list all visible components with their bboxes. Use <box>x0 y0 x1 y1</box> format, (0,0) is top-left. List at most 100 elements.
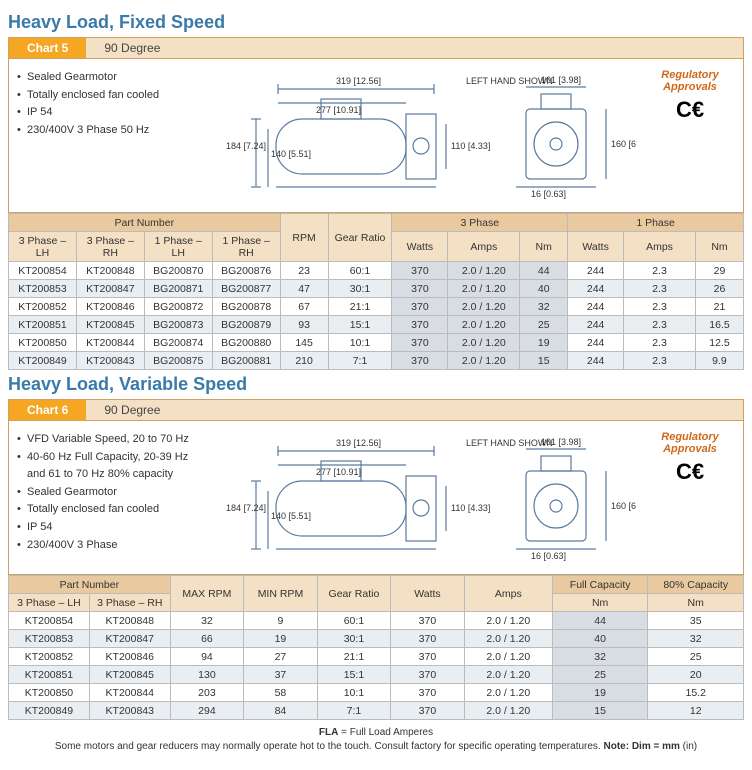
section1-title: Heavy Load, Fixed Speed <box>8 12 744 33</box>
table-cell: 9 <box>244 612 318 630</box>
svg-text:160 [6.30]: 160 [6.30] <box>611 139 636 149</box>
svg-text:319 [12.56]: 319 [12.56] <box>336 76 381 86</box>
th-gear: Gear Ratio <box>328 214 392 262</box>
table-cell: 203 <box>170 684 244 702</box>
table-cell: 21:1 <box>328 298 392 316</box>
table-cell: 244 <box>568 316 624 334</box>
table-cell: 35 <box>648 612 744 630</box>
table-cell: 32 <box>170 612 244 630</box>
th-rpm: RPM <box>280 214 328 262</box>
svg-text:16 [0.63]: 16 [0.63] <box>531 189 566 199</box>
th2-min: MIN RPM <box>244 576 318 612</box>
table-cell: 2.0 / 1.20 <box>464 684 552 702</box>
table-cell: 244 <box>568 262 624 280</box>
regulatory-approvals-1: Regulatory Approvals C€ <box>645 69 735 202</box>
table-cell: 44 <box>552 612 648 630</box>
table-cell: 7:1 <box>317 702 391 720</box>
table-cell: 2.0 / 1.20 <box>448 334 520 352</box>
table-cell: 145 <box>280 334 328 352</box>
table-cell: 370 <box>391 666 465 684</box>
table-cell: 130 <box>170 666 244 684</box>
table-cell: 2.3 <box>624 298 696 316</box>
th-3rh: 3 Phase – RH <box>76 232 144 262</box>
svg-text:101 [3.98]: 101 [3.98] <box>541 437 581 447</box>
table-cell: 2.3 <box>624 262 696 280</box>
table-cell: BG200880 <box>212 334 280 352</box>
table-cell: 370 <box>391 684 465 702</box>
table-cell: 2.0 / 1.20 <box>464 702 552 720</box>
table-cell: KT200843 <box>76 352 144 370</box>
bullet-item: 40-60 Hz Full Capacity, 20-39 Hz and 61 … <box>17 449 199 484</box>
table-cell: KT200852 <box>9 648 90 666</box>
table-cell: 19 <box>552 684 648 702</box>
svg-text:277 [10.91]: 277 [10.91] <box>316 105 361 115</box>
bullet-item: IP 54 <box>17 104 199 122</box>
table-cell: 2.0 / 1.20 <box>448 316 520 334</box>
table-cell: 58 <box>244 684 318 702</box>
table-cell: 9.9 <box>695 352 743 370</box>
th-nm3: Nm <box>520 232 568 262</box>
bullet-item: Totally enclosed fan cooled <box>17 87 199 105</box>
table-cell: KT200853 <box>9 280 77 298</box>
table-row: KT200854KT20084832960:13702.0 / 1.204435 <box>9 612 744 630</box>
table-cell: BG200879 <box>212 316 280 334</box>
table-cell: KT200850 <box>9 684 90 702</box>
th2-nm8: Nm <box>648 594 744 612</box>
table-cell: BG200877 <box>212 280 280 298</box>
table-cell: 32 <box>648 630 744 648</box>
table-cell: KT200845 <box>76 316 144 334</box>
section2-title: Heavy Load, Variable Speed <box>8 374 744 395</box>
th2-watts: Watts <box>391 576 465 612</box>
table-cell: 2.0 / 1.20 <box>448 298 520 316</box>
table-cell: KT200843 <box>89 702 170 720</box>
table-cell: 30:1 <box>328 280 392 298</box>
table-cell: 15:1 <box>328 316 392 334</box>
table-cell: 44 <box>520 262 568 280</box>
table-cell: KT200853 <box>9 630 90 648</box>
table-cell: 19 <box>244 630 318 648</box>
bullet-item: Sealed Gearmotor <box>17 484 199 502</box>
th2-part-number: Part Number <box>9 576 171 594</box>
table-cell: BG200874 <box>144 334 212 352</box>
table-cell: KT200845 <box>89 666 170 684</box>
svg-text:140 [5.51]: 140 [5.51] <box>271 511 311 521</box>
th-1lh: 1 Phase – LH <box>144 232 212 262</box>
table-cell: 244 <box>568 352 624 370</box>
table-cell: 84 <box>244 702 318 720</box>
table-cell: KT200849 <box>9 702 90 720</box>
th2-amps: Amps <box>464 576 552 612</box>
table-cell: 2.0 / 1.20 <box>464 612 552 630</box>
table-cell: 294 <box>170 702 244 720</box>
table-cell: KT200847 <box>89 630 170 648</box>
th2-3lh: 3 Phase – LH <box>9 594 90 612</box>
table-cell: 2.0 / 1.20 <box>464 630 552 648</box>
th-1phase: 1 Phase <box>568 214 744 232</box>
table-cell: 20 <box>648 666 744 684</box>
svg-text:140 [5.51]: 140 [5.51] <box>271 149 311 159</box>
svg-text:LEFT HAND SHOWN: LEFT HAND SHOWN <box>466 438 553 448</box>
table-cell: 244 <box>568 298 624 316</box>
table-cell: 32 <box>520 298 568 316</box>
table-cell: 25 <box>520 316 568 334</box>
chart5-table: Part Number RPM Gear Ratio 3 Phase 1 Pha… <box>8 213 744 370</box>
th-amps1: Amps <box>624 232 696 262</box>
th2-max: MAX RPM <box>170 576 244 612</box>
table-cell: KT200851 <box>9 666 90 684</box>
th2-nmF: Nm <box>552 594 648 612</box>
th-amps3: Amps <box>448 232 520 262</box>
regulatory-approvals-2: Regulatory Approvals C€ <box>645 431 735 564</box>
table-cell: BG200870 <box>144 262 212 280</box>
th-3lh: 3 Phase – LH <box>9 232 77 262</box>
chart6-sub: 90 Degree <box>86 400 743 420</box>
th-nm1: Nm <box>695 232 743 262</box>
svg-text:184 [7.24]: 184 [7.24] <box>226 141 266 151</box>
table-cell: 370 <box>391 630 465 648</box>
table-cell: 60:1 <box>317 612 391 630</box>
table-cell: 32 <box>552 648 648 666</box>
table-cell: 66 <box>170 630 244 648</box>
bullet-item: VFD Variable Speed, 20 to 70 Hz <box>17 431 199 449</box>
chart5-bullets: Sealed GearmotorTotally enclosed fan coo… <box>17 69 207 202</box>
table-cell: 40 <box>520 280 568 298</box>
bullet-item: Sealed Gearmotor <box>17 69 199 87</box>
table-row: KT200852KT200846BG200872BG2008786721:137… <box>9 298 744 316</box>
